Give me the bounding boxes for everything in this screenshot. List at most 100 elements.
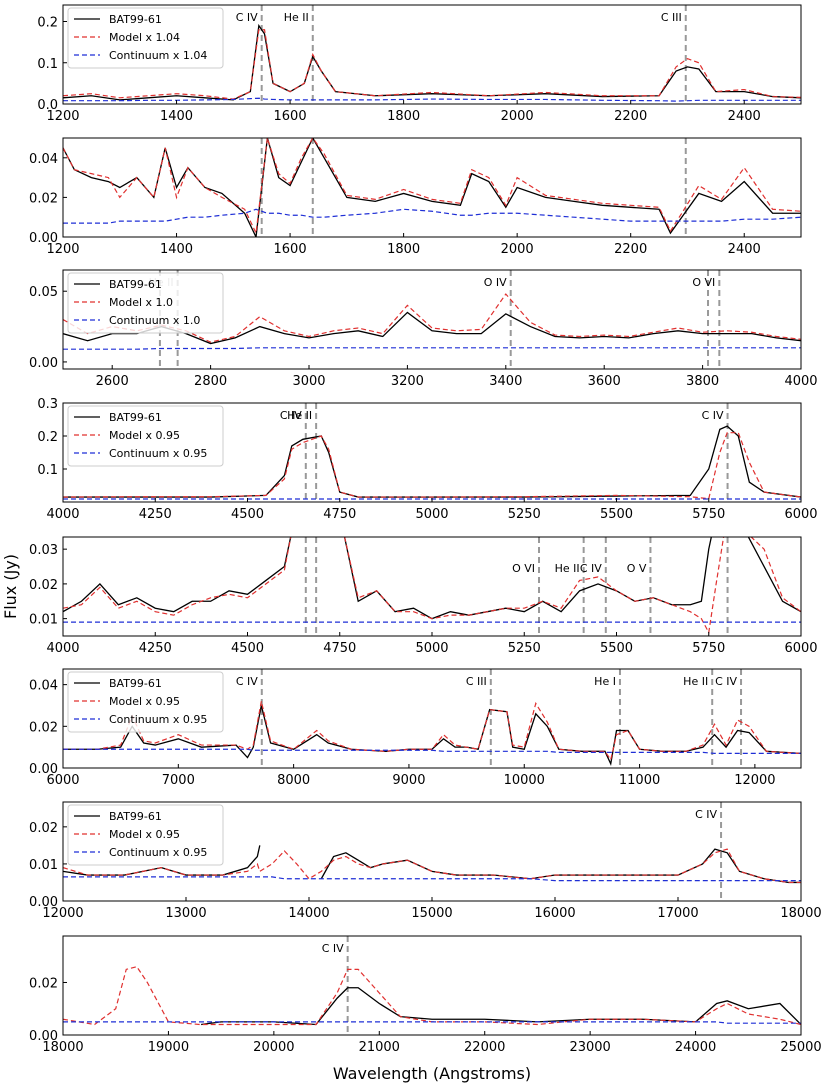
legend-label: Continuum x 0.95 [109,846,207,859]
x-tick-label: 7000 [162,773,195,788]
line-label: He II [287,409,312,422]
spectrum-line [63,432,801,500]
legend: BAT99-61 Model x 0.95 Continuum x 0.95 [67,804,224,866]
y-axis-label: Flux (Jy) [1,554,20,619]
x-tick-label: 6000 [46,773,79,788]
y-tick-label: 0.02 [29,720,58,735]
x-tick-label: 4750 [323,507,356,522]
y-tick-label: 0.02 [29,578,58,593]
y-tick-label: 0.02 [29,191,58,206]
legend-label: BAT99-61 [109,411,162,424]
legend-label: Model x 1.0 [109,296,173,309]
y-tick-label: 0.00 [29,895,58,910]
x-tick-label: 1400 [160,242,193,257]
panel: C IV C III He I He II C IV 6000 7000 8000 9000 10… [29,668,802,788]
line-label: C IV [280,409,302,422]
x-tick-label: 11000 [619,773,660,788]
x-tick-label: 2000 [501,242,534,257]
x-tick-label: 4750 [323,641,356,656]
x-tick-label: 5000 [415,641,448,656]
x-tick-label: 4000 [46,641,79,656]
x-axis-label: Wavelength (Angstroms) [333,1064,531,1083]
axes-frame [62,536,802,637]
legend-label: BAT99-61 [109,13,162,26]
x-tick-label: 3000 [292,374,325,389]
x-tick-label: 24000 [675,1040,716,1055]
x-tick-label: 1200 [46,242,79,257]
x-tick-label: 2000 [501,109,534,124]
line-label: O V [627,562,647,575]
line-label: C III [661,11,682,24]
legend-box [67,671,224,733]
legend-box [67,272,224,334]
panel: C IV 12000 13000 14000 15000 16000 17000 18000 0… [29,801,822,921]
legend-label: Model x 0.95 [109,695,180,708]
line-label: O IV [484,276,507,289]
legend-label: Model x 1.04 [109,31,180,44]
x-tick-label: 1200 [46,109,79,124]
x-tick-label: 1400 [160,109,193,124]
line-label: C IV [236,675,258,688]
spectrum-line [63,29,801,100]
x-tick-label: 12000 [734,773,775,788]
spectrum-line [63,97,801,102]
y-tick-label: 0.01 [29,858,58,873]
y-tick-label: 0.04 [29,679,58,694]
x-tick-label: 19000 [148,1040,189,1055]
x-tick-label: 8000 [277,773,310,788]
x-tick-label: 3400 [489,374,522,389]
legend-label: BAT99-61 [109,278,162,291]
x-tick-label: 4500 [231,641,264,656]
y-tick-label: 0.00 [29,1029,58,1044]
spectrum-line [63,537,801,620]
line-label: O VI [692,276,715,289]
legend: BAT99-61 Model x 1.0 Continuum x 1.0 [67,272,224,334]
x-tick-label: 5250 [508,641,541,656]
legend-label: BAT99-61 [109,810,162,823]
x-tick-label: 14000 [288,906,329,921]
y-tick-label: 0.03 [29,543,58,558]
axes-frame [62,4,802,105]
spectrum-line [201,987,801,1026]
legend: BAT99-61 Model x 1.04 Continuum x 1.04 [67,7,224,69]
legend-label: Continuum x 0.95 [109,447,207,460]
legend: BAT99-61 Model x 0.95 Continuum x 0.95 [67,671,224,733]
y-tick-label: 0.02 [29,976,58,991]
axes-frame [62,137,802,238]
x-tick-label: 2800 [194,374,227,389]
line-label: C III [466,675,487,688]
line-label: O VI [512,562,535,575]
x-tick-label: 4000 [784,374,817,389]
spectrum-line [63,347,801,350]
legend-box [67,7,224,69]
x-tick-label: 17000 [657,906,698,921]
spectrum-line [63,1021,801,1024]
x-tick-label: 5500 [600,641,633,656]
x-tick-label: 1800 [387,109,420,124]
x-tick-label: 5750 [692,641,725,656]
x-tick-label: 3200 [391,374,424,389]
panel: O VI He II C IV O V 4000 4250 4500 4750 5000 5250… [29,536,818,656]
x-tick-label: 5500 [600,507,633,522]
x-tick-label: 1600 [274,109,307,124]
y-tick-label: 0.0 [37,98,58,113]
x-tick-label: 13000 [165,906,206,921]
line-label: He II [284,11,309,24]
spectrum-line [63,876,801,882]
x-tick-label: 12000 [42,906,83,921]
x-tick-label: 6000 [784,641,817,656]
legend-label: Continuum x 1.0 [109,314,200,327]
x-tick-label: 16000 [534,906,575,921]
plot-area [63,802,801,901]
y-tick-label: 0.05 [29,285,58,300]
line-label: He II [683,675,708,688]
x-tick-label: 4000 [46,507,79,522]
y-tick-label: 0.2 [37,16,58,31]
y-tick-label: 0.02 [29,821,58,836]
plot-area [63,5,801,104]
line-label: C IV [236,11,258,24]
plot-area [63,403,801,502]
spectrum-line [63,311,801,345]
axes-frame [62,269,802,370]
